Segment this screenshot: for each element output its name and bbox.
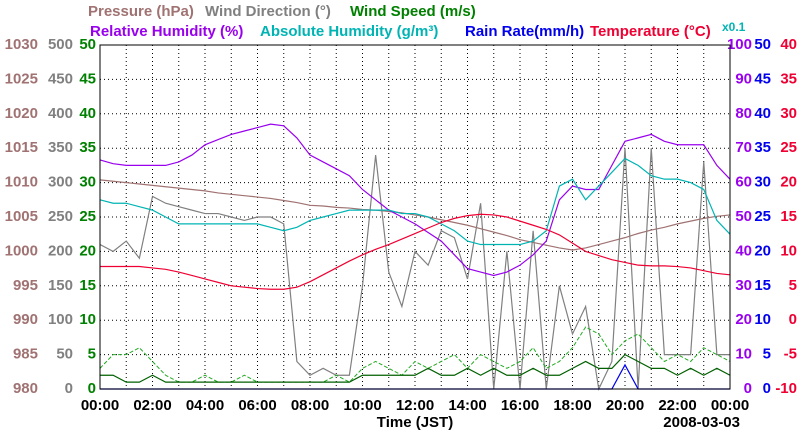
y-tick-label: 40 — [780, 36, 797, 53]
y-tick-label: 985 — [13, 346, 38, 363]
x-tick-label: 20:00 — [606, 397, 644, 414]
series-line — [99, 148, 730, 392]
legend-label: Wind Direction (°) — [205, 3, 331, 20]
y-tick-label: 0 — [789, 311, 797, 328]
y-tick-label: 100 — [48, 311, 73, 328]
y-tick-label: 0 — [763, 380, 771, 397]
legend-label: Temperature (°C) — [590, 23, 711, 40]
y-tick-label: 80 — [735, 105, 752, 122]
y-tick-label: 50 — [735, 208, 752, 225]
y-tick-label: 25 — [79, 208, 96, 225]
y-tick-label: 0 — [88, 380, 96, 397]
y-tick-label: 5 — [88, 346, 96, 363]
y-tick-label: 40 — [735, 242, 752, 259]
y-tick-label: 30 — [754, 174, 771, 191]
y-tick-label: 1030 — [5, 36, 38, 53]
y-tick-label: 15 — [754, 277, 771, 294]
series-line — [99, 123, 731, 277]
y-tick-label: 70 — [735, 139, 752, 156]
x-tick-label: 04:00 — [186, 397, 224, 414]
gust-line — [99, 326, 731, 383]
y-tick-label: 400 — [48, 105, 73, 122]
legend-label: Relative Humidity (%) — [90, 23, 243, 40]
y-tick-label: 45 — [754, 70, 771, 87]
legend-label: Wind Speed (m/s) — [350, 3, 476, 20]
y-tick-label: 1020 — [5, 105, 38, 122]
y-tick-label: -10 — [775, 380, 797, 397]
y-tick-label: 10 — [754, 311, 771, 328]
y-tick-label: 980 — [13, 380, 38, 397]
series-line — [100, 353, 731, 383]
y-tick-label: 60 — [735, 174, 752, 191]
y-tick-label: 30 — [79, 174, 96, 191]
y-tick-label: 15 — [79, 277, 96, 294]
y-tick-label: 200 — [48, 242, 73, 259]
y-tick-label: 0 — [65, 380, 73, 397]
y-tick-label: 40 — [754, 105, 771, 122]
y-tick-label: 1015 — [5, 139, 38, 156]
y-tick-label: 5 — [789, 277, 797, 294]
x-tick-label: 00:00 — [711, 397, 749, 414]
y-tick-label: 25 — [780, 139, 797, 156]
y-tick-label: 20 — [780, 174, 797, 191]
y-tick-label: 40 — [79, 105, 96, 122]
y-tick-label: 450 — [48, 70, 73, 87]
y-tick-label: 10 — [735, 346, 752, 363]
y-tick-label: 20 — [735, 311, 752, 328]
date-label: 2008-03-03 — [663, 414, 740, 431]
x-tick-label: 10:00 — [343, 397, 381, 414]
legend-label: Absolute Humidity (g/m³) — [260, 23, 438, 40]
y-tick-label: 50 — [754, 36, 771, 53]
legend-label: Pressure (hPa) — [88, 3, 194, 20]
y-tick-label: 20 — [79, 242, 96, 259]
y-tick-label: 35 — [79, 139, 96, 156]
x-tick-label: 18:00 — [553, 397, 591, 414]
series-line — [100, 213, 731, 290]
y-tick-label: 50 — [79, 36, 96, 53]
y-tick-label: 15 — [780, 208, 797, 225]
y-tick-label: 300 — [48, 174, 73, 191]
y-tick-label: 50 — [56, 346, 73, 363]
y-tick-label: 1025 — [5, 70, 38, 87]
series-line — [99, 157, 731, 246]
series-line — [99, 179, 731, 251]
x-tick-label: 08:00 — [291, 397, 329, 414]
y-tick-label: 5 — [763, 346, 771, 363]
x-tick-label: 16:00 — [501, 397, 539, 414]
y-tick-label: 0 — [744, 380, 752, 397]
x-tick-label: 02:00 — [133, 397, 171, 414]
y-tick-label: 150 — [48, 277, 73, 294]
y-tick-label: 995 — [13, 277, 38, 294]
x-tick-label: 12:00 — [396, 397, 434, 414]
y-tick-label: 1010 — [5, 174, 38, 191]
y-tick-label: 90 — [735, 70, 752, 87]
y-tick-label: 30 — [735, 277, 752, 294]
x-tick-label: 22:00 — [658, 397, 696, 414]
x-tick-label: 00:00 — [81, 397, 119, 414]
x-tick-label: 06:00 — [238, 397, 276, 414]
y-tick-label: 100 — [727, 36, 752, 53]
y-tick-label: 20 — [754, 242, 771, 259]
y-tick-label: 500 — [48, 36, 73, 53]
plot-frame — [99, 44, 731, 390]
scale-note: x0.1 — [722, 20, 746, 34]
x-tick-label: 14:00 — [448, 397, 486, 414]
y-tick-label: 35 — [754, 139, 771, 156]
y-tick-label: 250 — [48, 208, 73, 225]
y-tick-label: 990 — [13, 311, 38, 328]
y-tick-label: 30 — [780, 105, 797, 122]
y-tick-label: 350 — [48, 139, 73, 156]
y-tick-label: -5 — [784, 346, 797, 363]
y-tick-label: 10 — [79, 311, 96, 328]
y-tick-label: 35 — [780, 70, 797, 87]
y-tick-label: 1000 — [5, 242, 38, 259]
y-tick-label: 25 — [754, 208, 771, 225]
y-tick-label: 45 — [79, 70, 96, 87]
y-tick-label: 10 — [780, 242, 797, 259]
x-axis-title: Time (JST) — [377, 414, 453, 431]
y-tick-label: 1005 — [5, 208, 38, 225]
legend-label: Rain Rate(mm/h) — [465, 23, 584, 40]
